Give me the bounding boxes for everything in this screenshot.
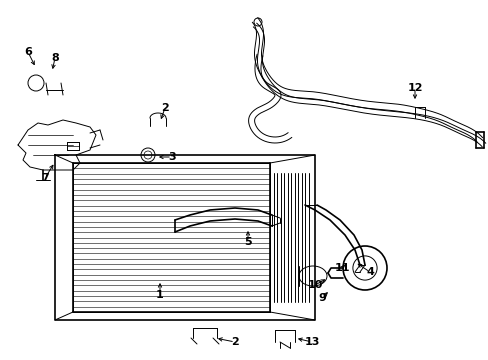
Text: 3: 3: [168, 152, 176, 162]
Text: 12: 12: [407, 83, 422, 93]
Text: 6: 6: [24, 47, 32, 57]
Text: 8: 8: [51, 53, 59, 63]
Text: 1: 1: [156, 290, 163, 300]
Text: 5: 5: [244, 237, 251, 247]
Text: 2: 2: [161, 103, 168, 113]
Text: 9: 9: [317, 293, 325, 303]
Text: 13: 13: [304, 337, 319, 347]
Text: 11: 11: [334, 263, 349, 273]
Text: 2: 2: [231, 337, 238, 347]
Text: 4: 4: [366, 267, 373, 277]
Text: 7: 7: [41, 173, 49, 183]
Text: 10: 10: [306, 280, 322, 290]
